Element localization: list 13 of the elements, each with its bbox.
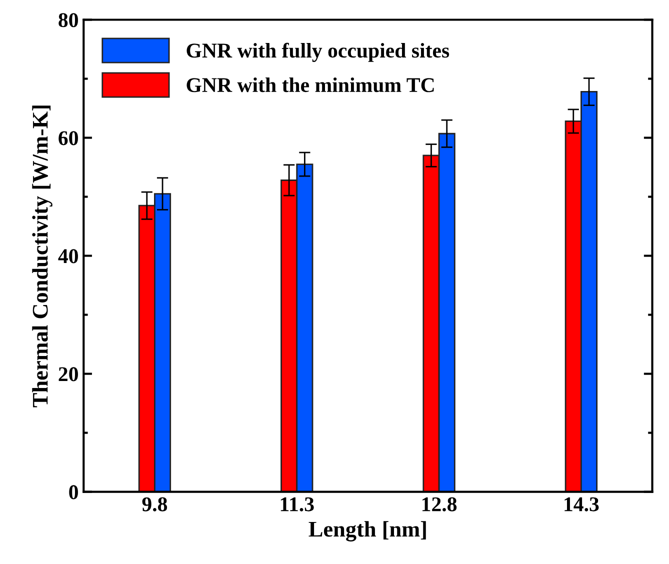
x-tick-label: 9.8 xyxy=(142,497,168,512)
y-tick-label: 80 xyxy=(58,13,78,28)
y-tick-label: 0 xyxy=(69,485,78,500)
x-tick-label: 12.8 xyxy=(422,497,457,512)
y-tick-label: 60 xyxy=(58,131,78,146)
legend-label: GNR with fully occupied sites xyxy=(186,42,450,62)
x-tick-label: 11.3 xyxy=(280,497,314,512)
y-tick-label: 20 xyxy=(58,367,78,382)
legend-label: GNR with the minimum TC xyxy=(186,77,434,92)
x-axis-title: Length [nm] xyxy=(308,521,426,542)
y-axis-title: Thermal Conductivity [W/m-K] xyxy=(32,106,52,408)
y-tick-label: 40 xyxy=(58,249,78,264)
x-tick-label: 14.3 xyxy=(564,497,599,512)
